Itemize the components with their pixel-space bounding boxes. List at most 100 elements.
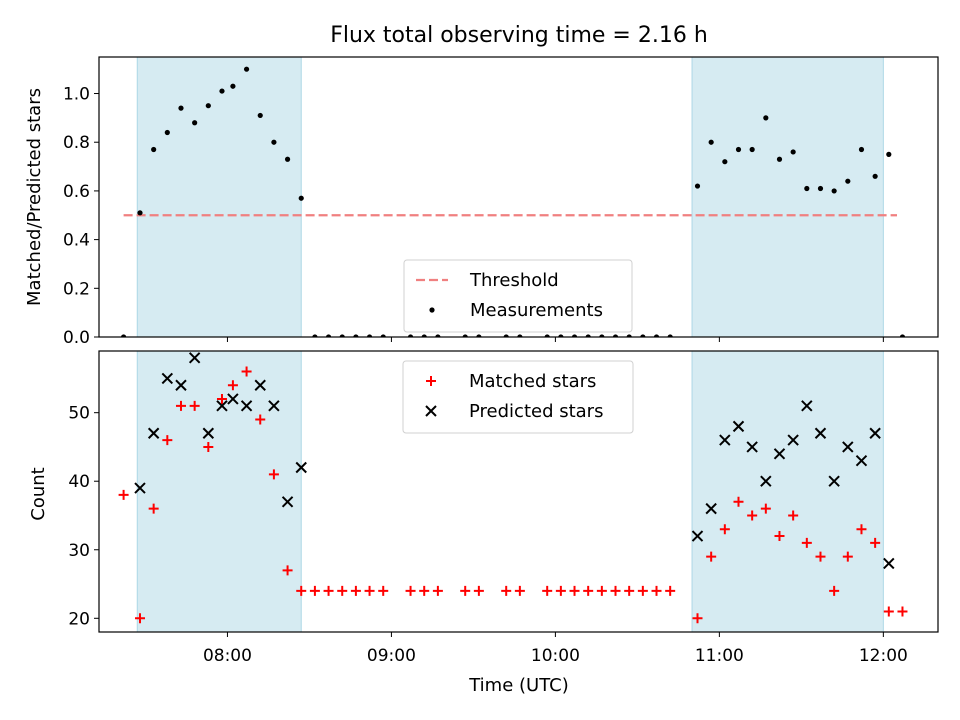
measurement-point <box>776 156 783 162</box>
matched-star-point <box>309 585 320 596</box>
matched-star-point <box>542 585 553 596</box>
matched-star-point <box>774 531 785 542</box>
matched-star-point <box>815 551 826 562</box>
predicted-star-point <box>216 400 228 412</box>
matched-star-point <box>760 503 771 514</box>
y-tick-label: 50 <box>68 404 90 424</box>
count-plot: 20 30 40 50 08:00 09:00 10:00 11:00 12:00 Matched… <box>68 350 939 666</box>
matched-star-point <box>788 510 799 521</box>
measurement-point <box>886 151 892 157</box>
matched-star-point <box>364 585 375 596</box>
matched-star-point <box>706 551 717 562</box>
matched-star-point <box>501 585 512 596</box>
x-tick-label: 10:00 <box>531 646 580 666</box>
predicted-star-point <box>240 400 253 412</box>
plot-area <box>118 351 908 632</box>
measurement-point <box>872 173 878 179</box>
matched-star-point <box>460 585 471 596</box>
matched-star-point <box>148 503 159 514</box>
measurement-point <box>763 115 769 121</box>
predicted-star-point <box>746 441 758 453</box>
x-tick-label: 08:00 <box>203 646 252 666</box>
measurement-point <box>164 129 170 136</box>
predicted-star-point <box>691 530 704 542</box>
measurement-point <box>192 120 198 126</box>
measurement-point <box>476 334 482 337</box>
predicted-star-point <box>773 448 786 460</box>
matched-star-point <box>870 537 881 548</box>
measurement-point <box>312 334 318 337</box>
measurement-point <box>435 334 441 337</box>
matched-star-point <box>405 585 416 596</box>
bottom-y-axis-label: Count <box>28 467 49 520</box>
matched-star-point <box>596 585 607 596</box>
measurement-point <box>694 183 701 189</box>
predicted-star-point <box>254 379 266 391</box>
legend-matched-swatch <box>426 376 436 386</box>
matched-star-point <box>134 613 145 624</box>
matched-star-point <box>842 551 853 562</box>
measurement-point <box>653 334 660 337</box>
measurement-point <box>817 185 824 192</box>
measurement-point <box>137 210 143 216</box>
matched-star-point <box>883 606 894 617</box>
matched-star-point <box>432 585 443 596</box>
measurement-point <box>353 334 359 337</box>
matched-star-point <box>337 585 348 596</box>
matched-star-point <box>175 400 186 411</box>
legend-predicted-swatch <box>425 405 437 417</box>
measurement-point <box>626 334 632 337</box>
matched-star-point <box>692 613 703 624</box>
matched-star-point <box>227 380 238 391</box>
measurement-point <box>339 334 345 337</box>
observing-window-shade <box>691 57 884 337</box>
x-tick-label: 12:00 <box>859 646 908 666</box>
measurement-point <box>257 112 263 119</box>
matched-star-point <box>203 441 214 452</box>
predicted-star-point <box>705 502 717 515</box>
y-tick-label: 0.6 <box>63 182 90 202</box>
predicted-star-point <box>175 379 187 391</box>
legend-label: Measurements <box>470 300 603 321</box>
predicted-star-point <box>202 427 215 439</box>
measurement-point <box>749 146 755 153</box>
axes-frame <box>98 56 939 338</box>
matched-star-point <box>282 565 293 576</box>
measurement-point <box>831 188 837 194</box>
matched-star-point <box>637 585 648 596</box>
matched-star-point <box>473 585 484 596</box>
predicted-star-point <box>161 372 174 385</box>
measurement-point <box>178 105 184 111</box>
y-tick-label: 0.8 <box>63 133 90 153</box>
measurement-point <box>612 334 619 337</box>
matched-star-point <box>241 366 252 377</box>
predicted-star-point <box>814 427 827 439</box>
axes-frame <box>98 350 939 633</box>
predicted-star-point <box>760 475 772 487</box>
legend-label: Threshold <box>469 270 559 291</box>
legend-label: Matched stars <box>469 371 596 392</box>
predicted-star-point <box>828 475 840 487</box>
ratio-plot: 0.0 0.2 0.4 0.6 0.8 1.0 Threshold Measurements <box>63 56 939 348</box>
matched-star-point <box>747 510 758 521</box>
top-y-axis-label: Matched/Predicted stars <box>24 88 45 306</box>
predicted-star-point <box>855 454 868 467</box>
measurement-point <box>517 334 523 337</box>
predicted-star-point <box>732 420 745 433</box>
measurement-point <box>205 103 211 109</box>
matched-star-point <box>216 393 227 404</box>
y-tick-label: 0.0 <box>63 328 90 348</box>
measurement-point <box>298 195 304 201</box>
measurement-point <box>845 178 851 184</box>
measurement-point <box>120 334 127 337</box>
measurement-point <box>722 159 728 165</box>
measurement-point <box>325 334 332 337</box>
x-axis-label: Time (UTC) <box>468 675 569 696</box>
measurement-point <box>667 334 673 337</box>
observing-window-shade <box>691 351 884 632</box>
measurement-point <box>708 139 714 145</box>
measurement-point <box>558 334 564 337</box>
legend-label: Predicted stars <box>469 401 603 422</box>
matched-star-point <box>733 496 744 507</box>
